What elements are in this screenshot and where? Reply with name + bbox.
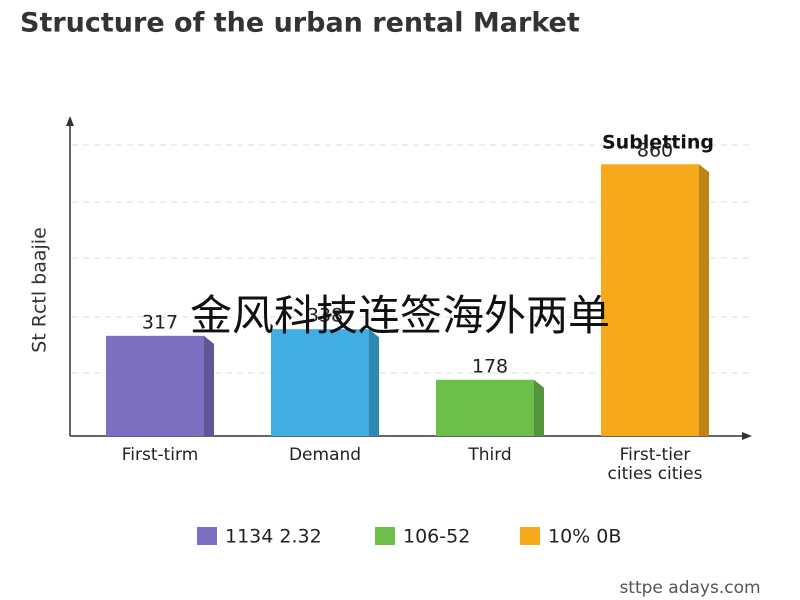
x-tick-label: Demand (288, 445, 362, 465)
annotation: Subletting (602, 132, 714, 154)
bar-side (369, 329, 379, 436)
x-axis-arrow (742, 432, 752, 440)
legend-label: 10% 0B (548, 526, 621, 548)
chart-title: Structure of the urban rental Market (20, 8, 580, 39)
y-axis-arrow (66, 116, 74, 126)
bar-side (699, 164, 709, 437)
watermark: sttpe adays.com (619, 578, 760, 598)
bar-side (204, 335, 214, 436)
value-label: 860 (637, 140, 673, 162)
y-axis-label: St Rctl baajie (29, 227, 51, 353)
legend-label: 106-52 (403, 526, 470, 548)
bar (601, 164, 699, 437)
value-label: 178 (472, 355, 508, 377)
x-tick-label: First-tirm (121, 445, 199, 465)
x-tick-label: Third (468, 445, 512, 465)
value-label: 317 (142, 311, 178, 333)
bar (436, 379, 534, 436)
bar-side (534, 379, 544, 436)
bar (106, 335, 204, 436)
bar (271, 329, 369, 436)
legend-swatch (375, 527, 395, 545)
legend-swatch (520, 527, 540, 545)
legend-label: 1134 2.32 (225, 526, 322, 548)
legend-swatch (197, 527, 217, 545)
value-label: 338 (307, 305, 343, 327)
x-tick-label: First-tier cities cities (607, 445, 703, 484)
overlay-text: 金风科技连签海外两单 (189, 291, 610, 340)
